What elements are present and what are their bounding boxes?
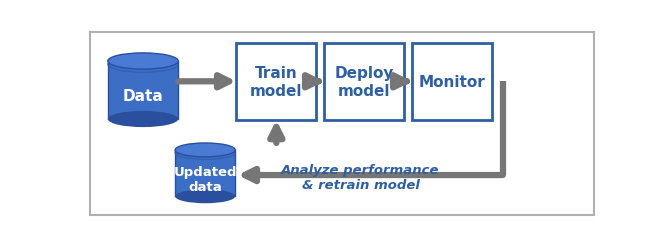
Text: Data: Data [123,89,164,104]
Text: Updated
data: Updated data [174,165,237,193]
Text: Train
model: Train model [250,66,303,98]
Bar [108,62,178,120]
Text: Monitor: Monitor [419,74,486,90]
Ellipse shape [175,190,235,203]
FancyBboxPatch shape [324,44,405,120]
Ellipse shape [108,54,178,70]
FancyBboxPatch shape [236,44,317,120]
FancyBboxPatch shape [412,44,492,120]
Text: Deploy
model: Deploy model [335,66,394,98]
Ellipse shape [108,112,178,128]
Ellipse shape [175,144,235,157]
Bar [175,150,235,196]
Text: Analyze performance
& retrain model: Analyze performance & retrain model [281,163,440,191]
